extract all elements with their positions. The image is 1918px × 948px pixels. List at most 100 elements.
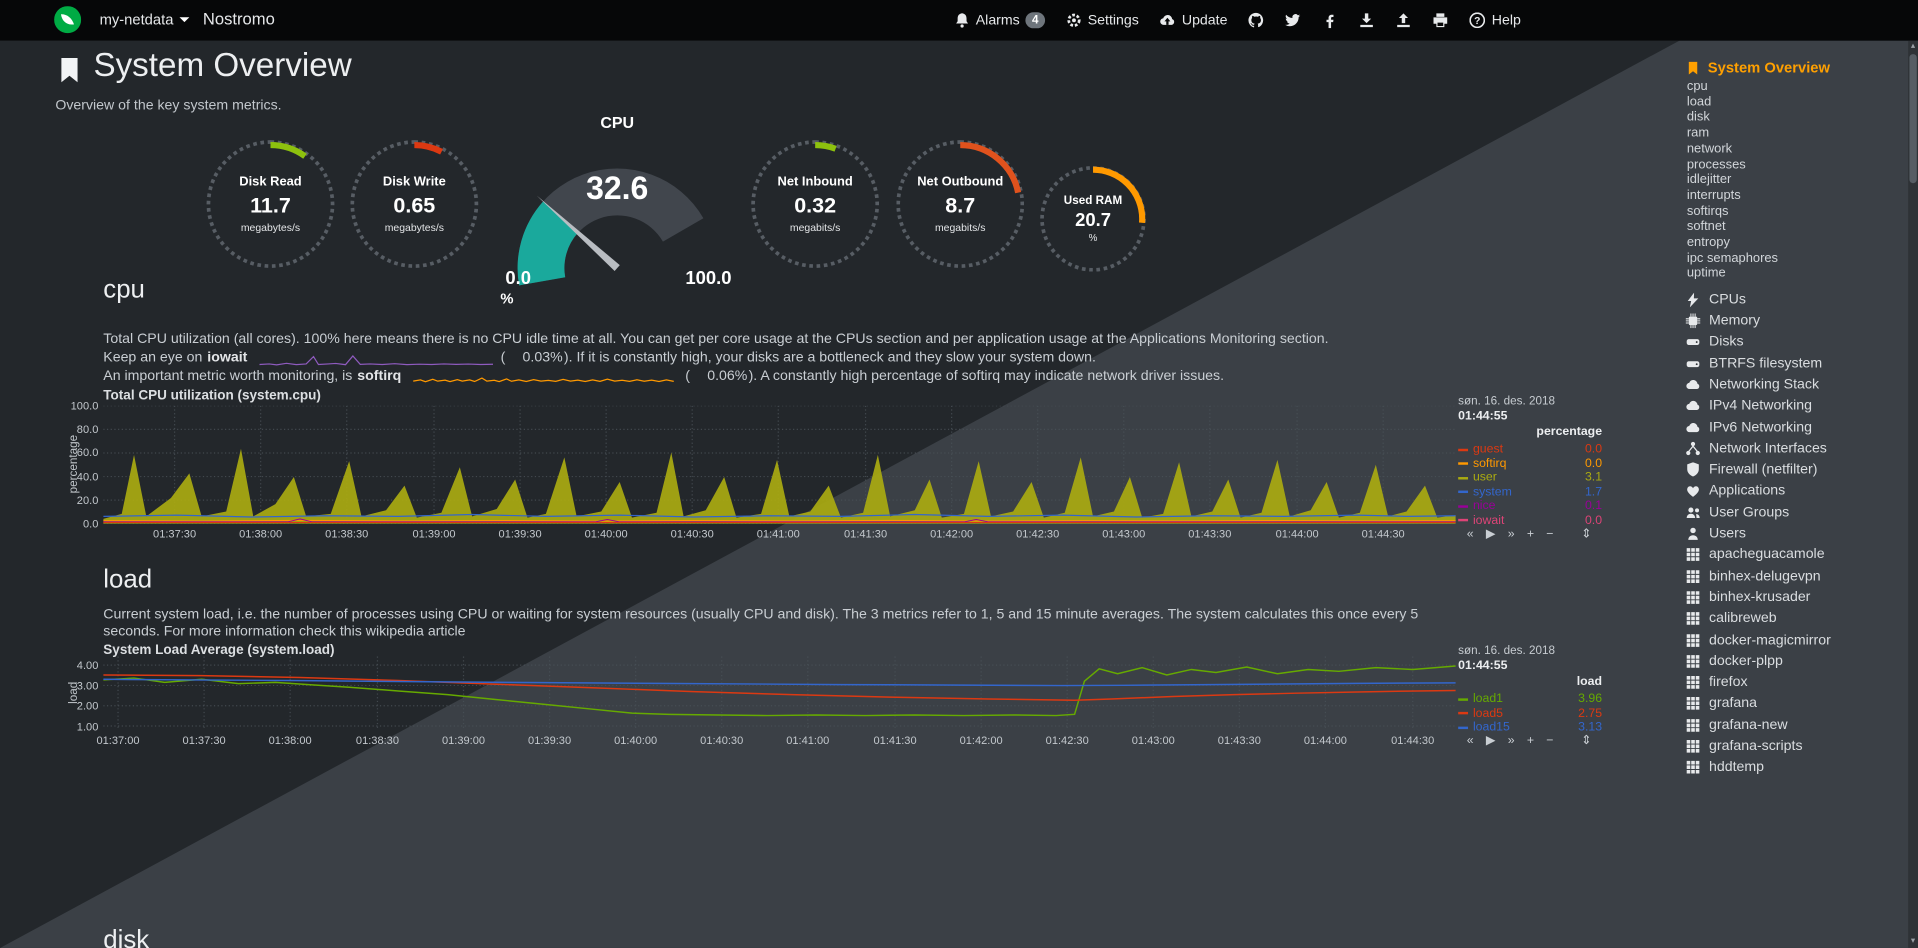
sidebar-item-binhex-delugevpn[interactable]: binhex-delugevpn <box>1682 566 1909 587</box>
grid-icon <box>1686 611 1701 626</box>
x-tick: 01:37:00 <box>96 734 140 747</box>
section-bookmark-icon <box>55 54 83 86</box>
sidebar-item-ipv4-networking[interactable]: IPv4 Networking <box>1682 395 1909 416</box>
zoom-out-button[interactable]: − <box>1546 734 1554 748</box>
sidebar-item-applications[interactable]: Applications <box>1682 481 1909 502</box>
x-tick: 01:41:30 <box>873 734 917 747</box>
load-chart-toolbar: « ▶ » + − <box>1467 734 1554 748</box>
sidebar-subitem-cpu[interactable]: cpu <box>1686 78 1708 94</box>
alarms-button[interactable]: Alarms 4 <box>954 12 1045 29</box>
y-tick: 40.0 <box>76 470 99 484</box>
iowait-sparkline <box>259 354 494 366</box>
gauge-unit: megabits/s <box>789 221 841 234</box>
sidebar-item-memory[interactable]: Memory <box>1682 310 1909 331</box>
sidebar-item-grafana-scripts[interactable]: grafana-scripts <box>1682 736 1909 757</box>
zoom-in-button[interactable]: + <box>1526 527 1535 541</box>
sidebar-item-binhex-krusader[interactable]: binhex-krusader <box>1682 587 1909 608</box>
sidebar-subitem-interrupts[interactable]: interrupts <box>1686 188 1741 203</box>
series-dash <box>1458 476 1469 480</box>
netdata-logo[interactable] <box>54 6 82 34</box>
sidebar-subitem-entropy[interactable]: entropy <box>1686 234 1730 250</box>
play-button[interactable]: ▶ <box>1485 734 1496 748</box>
sidebar-subitem-load[interactable]: load <box>1686 94 1712 110</box>
sidebar-subitem-softnet[interactable]: softnet <box>1686 219 1726 235</box>
pan-backward-button[interactable]: « <box>1466 734 1474 748</box>
sidebar-item-user-groups[interactable]: User Groups <box>1682 502 1909 523</box>
cpu-chart-legend: søn. 16. des. 2018 01:44:55 percentage g… <box>1458 395 1602 528</box>
legend-item-load5[interactable]: load5 2.75 <box>1458 706 1602 720</box>
twitter-button[interactable] <box>1285 12 1301 28</box>
sidebar-subitem-softirqs[interactable]: softirqs <box>1686 203 1729 219</box>
sidebar-item-networking-stack[interactable]: Networking Stack <box>1682 374 1909 395</box>
x-tick: 01:40:00 <box>614 734 658 747</box>
legend-item-load1[interactable]: load1 3.96 <box>1458 692 1602 706</box>
sidebar-item-apacheguacamole[interactable]: apacheguacamole <box>1682 544 1909 565</box>
pan-forward-button[interactable]: » <box>1507 734 1515 748</box>
hostname-link[interactable]: Nostromo <box>202 9 275 29</box>
x-tick: 01:44:00 <box>1303 734 1347 747</box>
legend-item-guest[interactable]: guest 0.0 <box>1458 443 1602 457</box>
settings-button[interactable]: Settings <box>1066 12 1139 28</box>
disk-read-arc <box>208 142 333 267</box>
sidebar-item-docker-plpp[interactable]: docker-plpp <box>1682 651 1909 672</box>
sidebar-subitem-uptime[interactable]: uptime <box>1686 266 1726 281</box>
scrollbar-down-arrow[interactable]: ▾ <box>1910 936 1916 946</box>
load-chart-plot[interactable] <box>103 656 1456 731</box>
y-tick: 3.00 <box>76 679 99 693</box>
github-button[interactable] <box>1248 12 1264 28</box>
sidebar-item-network-interfaces[interactable]: Network Interfaces <box>1682 438 1909 459</box>
print-button[interactable] <box>1433 12 1449 28</box>
legend-item-softirq[interactable]: softirq 0.0 <box>1458 457 1602 471</box>
sidebar-item-docker-magicmirror[interactable]: docker-magicmirror <box>1682 629 1909 650</box>
facebook-button[interactable] <box>1322 12 1338 28</box>
help-button[interactable]: Help <box>1470 12 1521 28</box>
zoom-out-button[interactable]: − <box>1546 527 1554 541</box>
sidebar-item-users[interactable]: Users <box>1682 523 1909 544</box>
sidebar-subitem-network[interactable]: network <box>1686 141 1733 156</box>
sidebar-item-system-overview[interactable]: System Overview <box>1682 57 1909 79</box>
sidebar-subitem-processes[interactable]: processes <box>1686 156 1746 172</box>
export-download-button[interactable] <box>1359 12 1375 28</box>
cpu-chart-resize-handle[interactable]: ⇕ <box>1581 527 1592 541</box>
series-dash <box>1458 448 1469 451</box>
cpu-chart-xlabels: 01:37:30 01:38:00 01:38:30 01:39:00 01:3… <box>103 527 1455 541</box>
sidebar-item-firewall-netfilter[interactable]: Firewall (netfilter) <box>1682 459 1909 480</box>
scrollbar-thumb[interactable] <box>1909 54 1917 184</box>
legend-item-user[interactable]: user 3.1 <box>1458 471 1602 485</box>
cpu-description-text: Total CPU utilization (all cores). 100% … <box>103 331 1329 347</box>
sidebar-item-ipv6-networking[interactable]: IPv6 Networking <box>1682 417 1909 438</box>
gauge-value: 0.65 <box>393 193 436 218</box>
gauge-unit: megabits/s <box>934 221 986 234</box>
my-netdata-dropdown[interactable]: my-netdata <box>100 11 190 28</box>
sidebar-item-cpus[interactable]: CPUs <box>1682 289 1909 310</box>
pan-forward-button[interactable]: » <box>1507 527 1515 541</box>
page-scrollbar[interactable]: ▴ ▾ <box>1908 40 1918 948</box>
update-button[interactable]: Update <box>1160 12 1227 28</box>
zoom-in-button[interactable]: + <box>1526 734 1535 748</box>
sidebar-item-firefox[interactable]: firefox <box>1682 672 1909 693</box>
sidebar-subitem-ipc-semaphores[interactable]: ipc semaphores <box>1686 250 1779 266</box>
gauge-disk-write: Disk Write 0.65 megabytes/s <box>350 140 479 269</box>
sidebar-subitem-ram[interactable]: ram <box>1686 125 1710 141</box>
sidebar-item-hddtemp[interactable]: hddtemp <box>1682 757 1909 778</box>
legend-item-load15[interactable]: load15 3.13 <box>1458 720 1602 734</box>
sidebar-item-grafana-new[interactable]: grafana-new <box>1682 714 1909 735</box>
legend-item-iowait[interactable]: iowait 0.0 <box>1458 513 1602 527</box>
scrollbar-up-arrow[interactable]: ▴ <box>1910 41 1916 51</box>
sidebar-item-grafana[interactable]: grafana <box>1682 693 1909 714</box>
sidebar-subitem-idlejitter[interactable]: idlejitter <box>1686 172 1732 188</box>
legend-item-nice[interactable]: nice 0.1 <box>1458 499 1602 513</box>
sidebar-item-calibreweb[interactable]: calibreweb <box>1682 608 1909 629</box>
sidebar-item-disks[interactable]: Disks <box>1682 332 1909 353</box>
sidebar-subitem-disk[interactable]: disk <box>1686 109 1710 125</box>
load-chart-resize-handle[interactable]: ⇕ <box>1581 734 1592 748</box>
net-outbound-arc <box>898 142 1023 267</box>
x-tick: 01:44:30 <box>1391 734 1435 747</box>
legend-item-system[interactable]: system 1.7 <box>1458 485 1602 499</box>
cpu-chart-plot[interactable] <box>103 405 1456 524</box>
play-button[interactable]: ▶ <box>1485 527 1496 541</box>
pan-backward-button[interactable]: « <box>1466 527 1474 541</box>
legend-units: load <box>1576 674 1603 689</box>
sidebar-item-btrfs-filesystem[interactable]: BTRFS filesystem <box>1682 353 1909 374</box>
import-upload-button[interactable] <box>1396 12 1412 28</box>
